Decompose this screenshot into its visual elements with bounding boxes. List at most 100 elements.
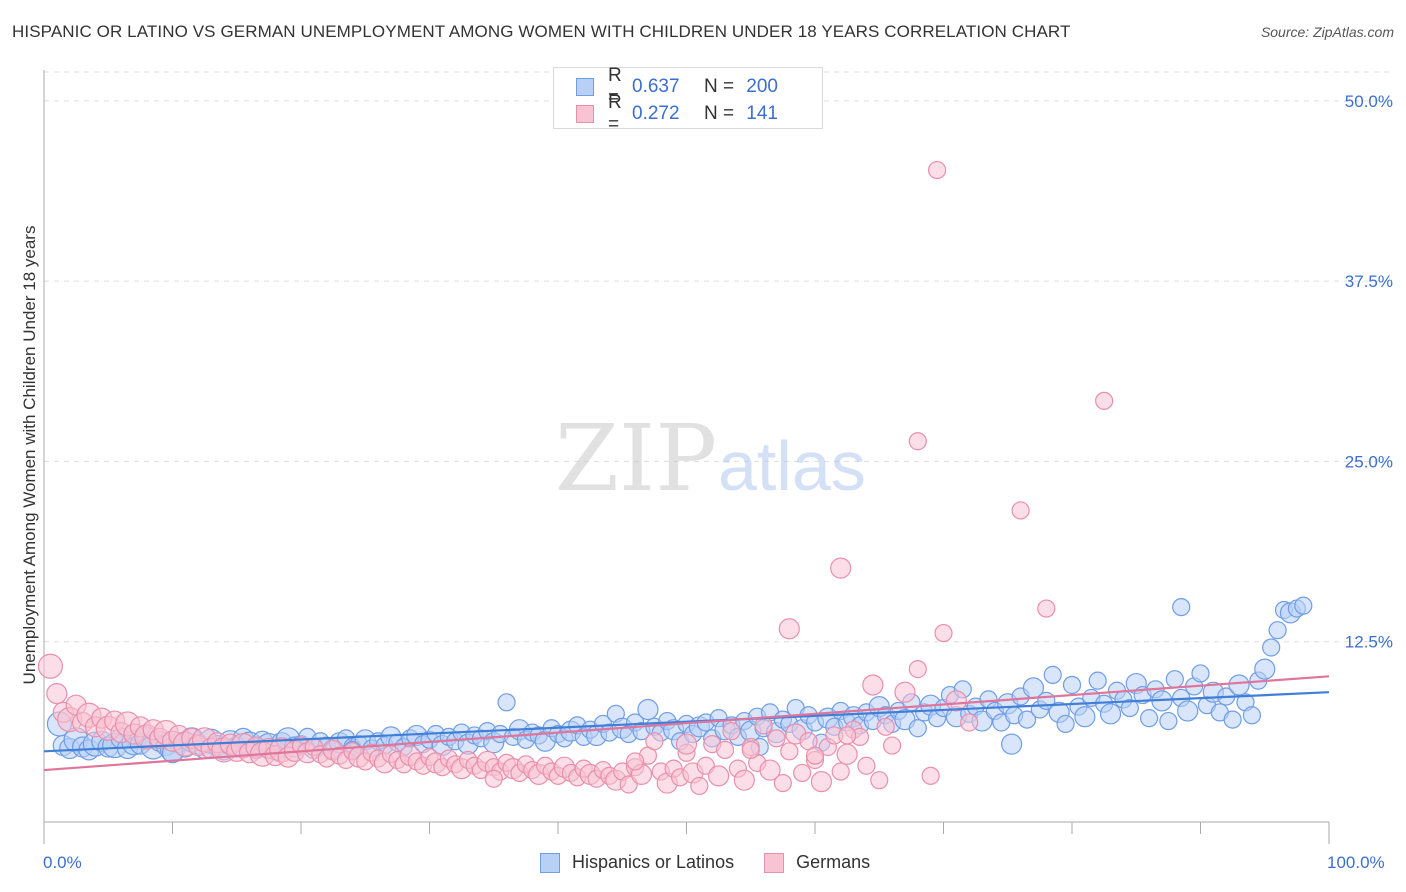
chart-title: HISPANIC OR LATINO VS GERMAN UNEMPLOYMEN… [12, 22, 1071, 41]
german-point [733, 769, 755, 791]
german-point [836, 743, 858, 765]
axes [43, 70, 1330, 844]
r-value: 0.272 [632, 103, 680, 124]
hispanic-point [1228, 674, 1250, 696]
hispanic-point [1120, 698, 1139, 718]
german-point [960, 713, 979, 732]
watermark-zip: ZIP [555, 405, 717, 512]
correlation-legend: R = 0.637 N = 200 R = 0.272 N = 141 [553, 65, 823, 135]
german-point [830, 557, 852, 579]
german-point [767, 729, 786, 748]
german-trend-line [43, 675, 1330, 772]
german-point [675, 733, 698, 755]
german-point [805, 746, 825, 765]
x-tick-max: 100.0% [1327, 853, 1385, 872]
german-point [908, 432, 927, 451]
trend-lines [43, 675, 1330, 772]
hispanic-trend-line [43, 691, 1330, 753]
hispanic-point [1056, 714, 1075, 734]
hispanic-point [1017, 710, 1037, 729]
german-point [945, 690, 967, 712]
y-tick-label: 50.0% [1345, 92, 1393, 111]
legend-row-german: R = 0.272 N = 141 [576, 92, 778, 135]
legend-item-hispanic[interactable]: Hispanics or Latinos [540, 852, 734, 873]
legend-label-hispanic: Hispanics or Latinos [572, 852, 735, 872]
german-point [1095, 391, 1114, 410]
hispanic-point [1088, 671, 1107, 690]
german-point [934, 623, 953, 643]
grid-lines [44, 71, 1392, 643]
hispanic-point [1191, 664, 1210, 683]
german-point [690, 776, 709, 796]
german-point [780, 742, 799, 761]
n-label: N = [704, 76, 735, 97]
hispanic-point [1074, 706, 1096, 728]
german-point [722, 722, 741, 741]
hispanic-point [1262, 638, 1281, 657]
german-point [838, 726, 857, 745]
german-point [810, 771, 833, 793]
hispanic-swatch [576, 78, 594, 96]
german-point [715, 740, 735, 759]
hispanic-point [1043, 665, 1062, 684]
german-point [921, 766, 940, 785]
r-value: 0.637 [632, 76, 680, 97]
german-point [773, 773, 792, 793]
legend-label-german: Germans [796, 852, 871, 872]
german-swatch [576, 105, 594, 123]
german-point [894, 681, 916, 703]
hispanic-point [497, 693, 516, 712]
german-point [46, 683, 68, 705]
hispanic-point [908, 719, 927, 738]
r-label: R = [608, 92, 622, 135]
hispanic-point [1223, 710, 1242, 729]
german-point [857, 756, 876, 775]
hispanic-point [1165, 670, 1184, 689]
x-tick-min: 0.0% [43, 853, 82, 872]
german-point [1011, 501, 1030, 520]
hispanic-point [637, 698, 659, 721]
german-swatch [764, 852, 785, 873]
german-point [759, 759, 781, 781]
n-label: N = [704, 103, 735, 124]
german-points [37, 160, 1114, 796]
german-point [484, 769, 503, 788]
hispanic-point [1001, 733, 1023, 755]
n-value: 141 [746, 103, 778, 124]
german-point [876, 717, 895, 736]
watermark-atlas: atlas [718, 427, 866, 505]
hispanic-point [1254, 658, 1276, 680]
german-point [625, 752, 645, 771]
hispanic-point [1177, 700, 1199, 722]
y-tick-label: 12.5% [1345, 633, 1393, 652]
y-tick-label: 37.5% [1345, 272, 1393, 291]
german-point [927, 160, 947, 180]
hispanic-point [1294, 596, 1313, 615]
german-point [37, 653, 64, 679]
legend-item-german[interactable]: Germans [764, 852, 870, 873]
y-tick-labels: 12.5% 25.0% 37.5% 50.0% [1345, 92, 1393, 652]
german-point [882, 736, 902, 755]
hispanic-point [1159, 711, 1178, 731]
n-value: 200 [746, 76, 778, 97]
r-label: R = [608, 65, 622, 108]
hispanic-point [1062, 675, 1082, 695]
german-point [1037, 599, 1056, 618]
hispanic-swatch [540, 852, 560, 873]
german-point [645, 732, 664, 751]
german-point [708, 765, 730, 787]
german-point [793, 763, 812, 783]
german-point [862, 674, 884, 696]
hispanic-point [1139, 709, 1159, 728]
german-point [870, 771, 889, 790]
legend-row-hispanic: R = 0.637 N = 200 [576, 65, 778, 108]
german-point [908, 660, 927, 679]
german-point [831, 762, 850, 781]
hispanic-point [1268, 621, 1287, 640]
german-point [778, 618, 800, 640]
german-point [741, 740, 760, 759]
source-credit: Source: ZipAtlas.com [1260, 24, 1394, 40]
series-legend: Hispanics or Latinos Germans [540, 852, 900, 873]
hispanic-point [1099, 703, 1122, 725]
